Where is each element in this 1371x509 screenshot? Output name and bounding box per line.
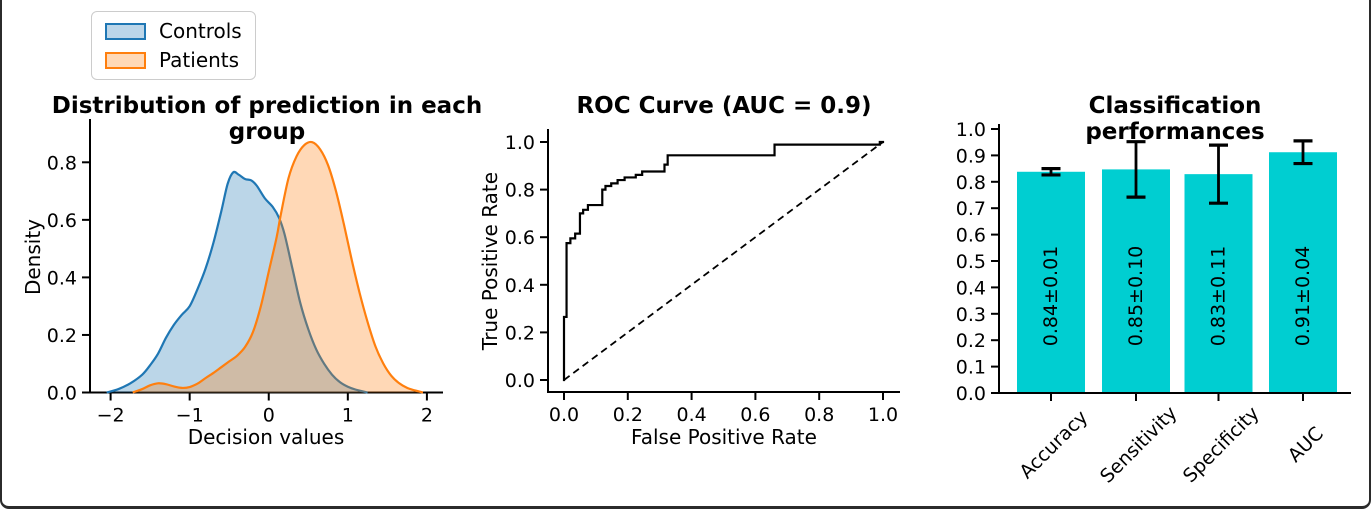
svg-text:1.0: 1.0: [868, 404, 898, 426]
legend-label-controls: Controls: [159, 19, 242, 43]
svg-text:0.3: 0.3: [956, 304, 986, 326]
density-xaxis-label: Decision values: [187, 425, 345, 449]
svg-text:0.83±0.11: 0.83±0.11: [1208, 246, 1230, 347]
svg-text:1.0: 1.0: [956, 119, 986, 141]
svg-text:0.84±0.01: 0.84±0.01: [1040, 246, 1062, 347]
svg-text:−1: −1: [176, 405, 204, 427]
svg-text:AUC: AUC: [1284, 423, 1328, 467]
svg-text:0.9: 0.9: [956, 145, 986, 167]
legend-item-controls: Controls: [105, 21, 242, 41]
svg-text:0.4: 0.4: [956, 277, 986, 299]
svg-text:0.8: 0.8: [804, 404, 834, 426]
svg-text:0.2: 0.2: [613, 404, 643, 426]
legend-box: Controls Patients: [91, 11, 256, 80]
svg-text:0.0: 0.0: [47, 383, 77, 405]
svg-text:−2: −2: [97, 405, 125, 427]
patients-color-swatch: [105, 51, 146, 69]
svg-text:0.2: 0.2: [505, 322, 535, 344]
legend-item-patients: Patients: [105, 50, 242, 70]
legend-label-patients: Patients: [159, 48, 240, 72]
roc-xaxis-label: False Positive Rate: [631, 425, 817, 449]
controls-color-swatch: [105, 22, 146, 40]
svg-text:0.2: 0.2: [956, 330, 986, 352]
svg-text:Specificity: Specificity: [1179, 402, 1264, 487]
svg-text:0.5: 0.5: [956, 251, 986, 273]
svg-text:0.85±0.10: 0.85±0.10: [1125, 246, 1147, 347]
svg-text:0.6: 0.6: [956, 225, 986, 247]
roc-yaxis-label: True Positive Rate: [478, 171, 502, 351]
svg-text:0.4: 0.4: [676, 404, 706, 426]
density-yaxis-label: Density: [21, 218, 45, 296]
svg-text:0.2: 0.2: [47, 325, 77, 347]
svg-text:0.7: 0.7: [956, 198, 986, 220]
svg-text:1: 1: [342, 405, 354, 427]
svg-text:0.8: 0.8: [505, 180, 535, 202]
svg-text:2: 2: [421, 405, 433, 427]
svg-text:0.4: 0.4: [505, 275, 535, 297]
svg-text:0.4: 0.4: [47, 267, 77, 289]
svg-text:0.6: 0.6: [505, 227, 535, 249]
svg-text:0.0: 0.0: [956, 383, 986, 405]
svg-text:Accuracy: Accuracy: [1015, 406, 1092, 483]
svg-text:0.91±0.04: 0.91±0.04: [1292, 246, 1314, 347]
svg-text:0.6: 0.6: [740, 404, 770, 426]
svg-text:0.6: 0.6: [47, 210, 77, 232]
svg-text:0.8: 0.8: [47, 152, 77, 174]
svg-text:0.8: 0.8: [956, 172, 986, 194]
svg-text:Sensitivity: Sensitivity: [1096, 402, 1182, 488]
svg-text:0.0: 0.0: [549, 404, 579, 426]
roc-plot-title: ROC Curve (AUC = 0.9): [576, 93, 872, 119]
svg-text:0: 0: [263, 405, 275, 427]
bar-plot-title: Classification performances: [1085, 93, 1265, 146]
density-plot-title: Distribution of prediction in each group: [51, 93, 483, 146]
svg-text:0.0: 0.0: [505, 370, 535, 392]
svg-text:1.0: 1.0: [505, 132, 535, 154]
svg-text:0.1: 0.1: [956, 357, 986, 379]
